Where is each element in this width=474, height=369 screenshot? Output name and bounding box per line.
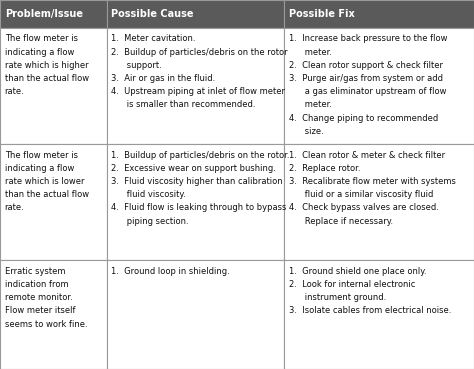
Bar bbox=[284, 28, 474, 144]
Text: 1.  Increase back pressure to the flow
      meter.
2.  Clean rotor support & ch: 1. Increase back pressure to the flow me… bbox=[289, 34, 447, 136]
Text: 1.  Buildup of particles/debris on the rotor.
2.  Excessive wear on support bush: 1. Buildup of particles/debris on the ro… bbox=[111, 151, 290, 225]
Text: Problem/Issue: Problem/Issue bbox=[5, 9, 83, 19]
Text: 1.  Ground loop in shielding.: 1. Ground loop in shielding. bbox=[111, 267, 230, 276]
Bar bbox=[107, 260, 284, 369]
Text: 1.  Ground shield one place only.
2.  Look for internal electronic
      instrum: 1. Ground shield one place only. 2. Look… bbox=[289, 267, 452, 315]
Bar bbox=[107, 28, 284, 144]
Bar bbox=[107, 144, 284, 260]
Text: The flow meter is
indicating a flow
rate which is higher
than the actual flow
ra: The flow meter is indicating a flow rate… bbox=[5, 34, 89, 96]
Bar bbox=[0, 0, 107, 28]
Text: Possible Cause: Possible Cause bbox=[111, 9, 194, 19]
Text: Erratic system
indication from
remote monitor.
Flow meter itself
seems to work f: Erratic system indication from remote mo… bbox=[5, 267, 87, 328]
Bar bbox=[284, 260, 474, 369]
Bar bbox=[284, 144, 474, 260]
Bar bbox=[284, 0, 474, 28]
Text: The flow meter is
indicating a flow
rate which is lower
than the actual flow
rat: The flow meter is indicating a flow rate… bbox=[5, 151, 89, 212]
Bar bbox=[0, 260, 107, 369]
Text: 1.  Meter cavitation.
2.  Buildup of particles/debris on the rotor
      support: 1. Meter cavitation. 2. Buildup of parti… bbox=[111, 34, 288, 109]
Bar bbox=[0, 144, 107, 260]
Bar bbox=[0, 28, 107, 144]
Bar bbox=[107, 0, 284, 28]
Text: 1.  Clean rotor & meter & check filter
2.  Replace rotor.
3.  Recalibrate flow m: 1. Clean rotor & meter & check filter 2.… bbox=[289, 151, 456, 225]
Text: Possible Fix: Possible Fix bbox=[289, 9, 355, 19]
